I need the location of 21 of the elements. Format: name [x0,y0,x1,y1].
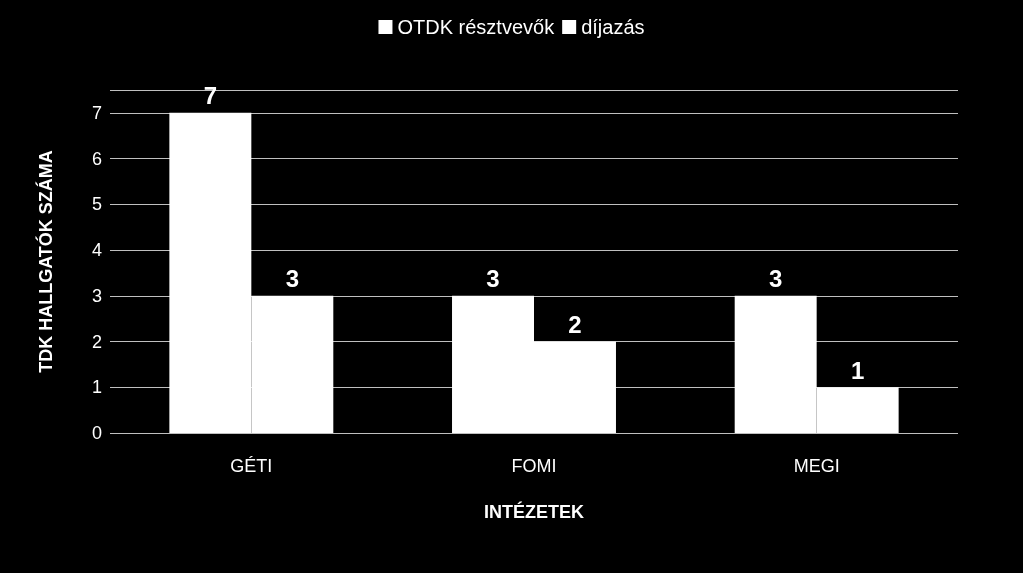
y-tick-label: 0 [91,423,102,443]
y-tick-label: 7 [91,102,102,123]
y-tick-label: 1 [91,377,102,398]
y-axis-title: TDK HALLGATÓK SZÁMA [35,150,56,373]
y-tick-label: 3 [91,285,102,306]
x-tick-label: MEGI [793,456,840,476]
y-tick-label: 6 [91,148,102,169]
data-label: 3 [769,265,783,293]
x-tick-label: GÉTI [230,456,273,476]
data-label: 3 [285,265,299,293]
legend-label: díjazás [581,16,645,38]
data-label: 2 [568,311,582,339]
y-tick-label: 5 [91,194,102,215]
x-axis-title: INTÉZETEK [483,501,585,522]
y-tick-label: 4 [91,240,102,261]
x-tick-label: FOMI [511,456,557,476]
data-label: 1 [850,356,865,384]
legend-label: OTDK résztvevők [397,16,556,38]
y-tick-label: 2 [91,331,102,352]
data-label: 3 [486,265,500,293]
data-label: 7 [203,82,218,110]
